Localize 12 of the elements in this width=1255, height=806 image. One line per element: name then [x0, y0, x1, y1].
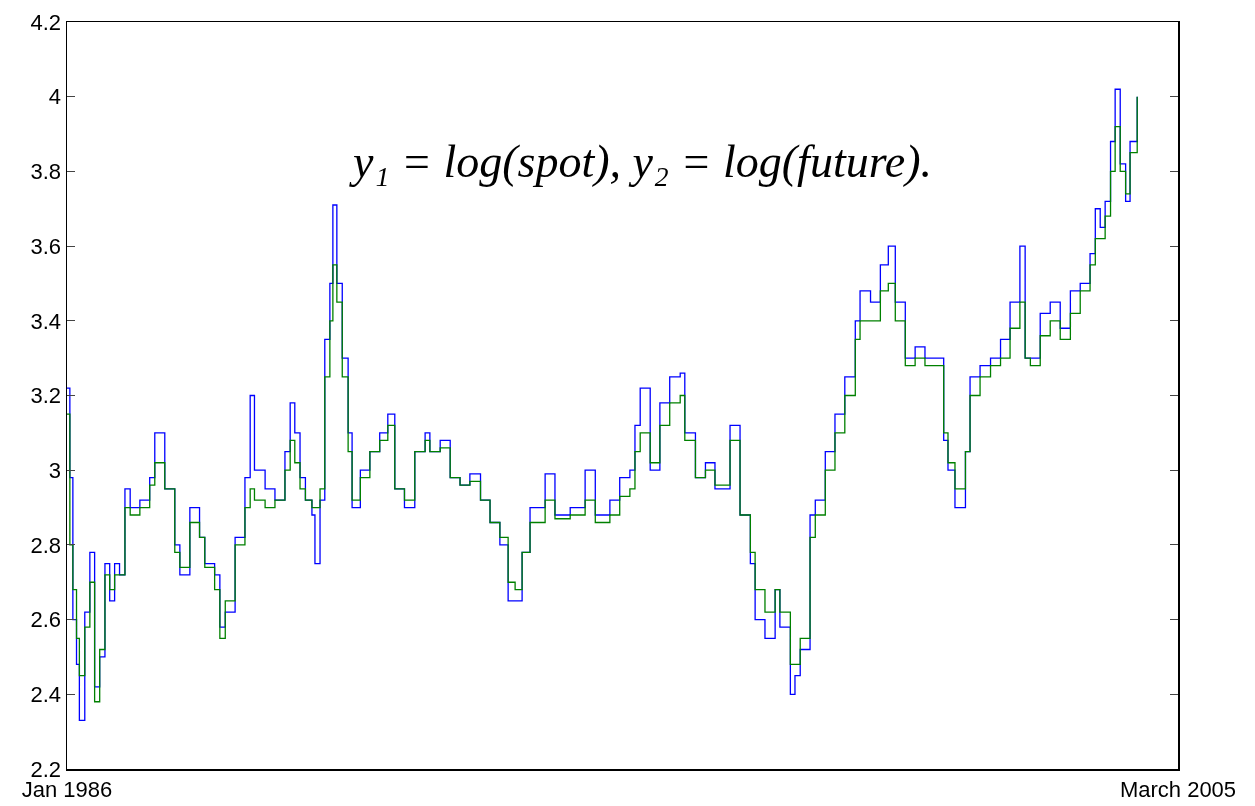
y-tick-label: 2.8	[30, 532, 62, 558]
y-tick-label: 3.2	[30, 383, 62, 409]
y-tick-label: 3	[48, 457, 62, 483]
annotation: y₁ = log(spot), y₂ = log(future).	[349, 136, 933, 187]
y-tick-label: 2.6	[30, 607, 62, 633]
y-tick-label: 4	[48, 84, 62, 110]
y-tick-label: 2.4	[30, 682, 62, 707]
y-tick-label: 4.2	[30, 9, 62, 35]
y-tick-label: 3.6	[30, 233, 62, 259]
y-tick-label: 3.4	[30, 308, 62, 334]
y-tick-label: 3.8	[30, 159, 62, 185]
x-tick-label: March 2005	[1119, 776, 1237, 802]
